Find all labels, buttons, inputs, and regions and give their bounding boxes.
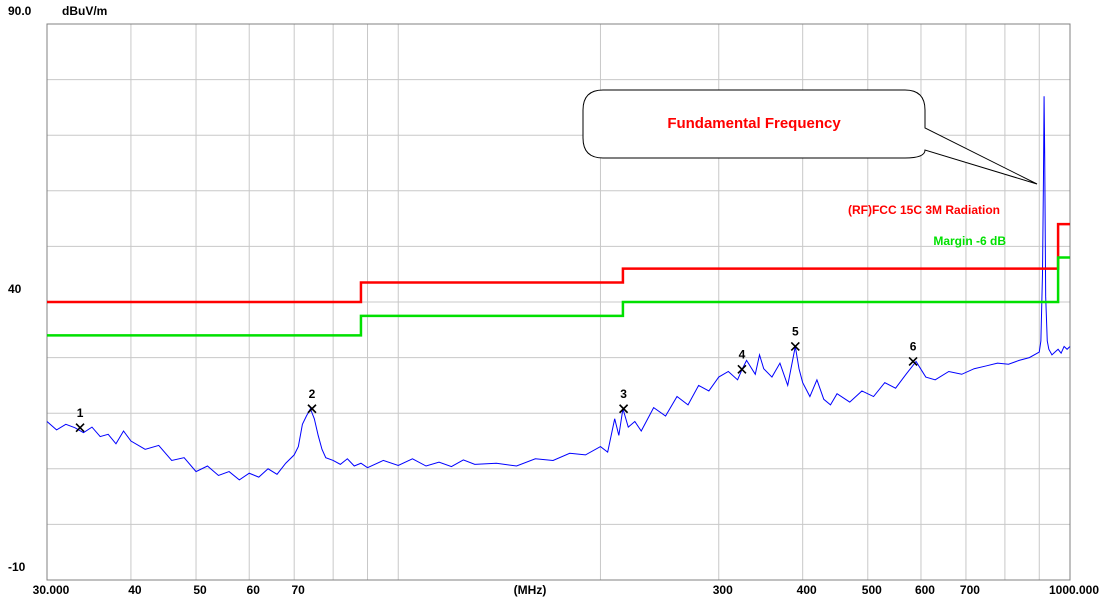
x-tick-label: 60	[247, 583, 261, 597]
x-tick-label: 400	[797, 583, 817, 597]
legend-label: (RF)FCC 15C 3M Radiation	[848, 203, 1000, 217]
peak-marker	[790, 341, 800, 352]
marker-label: 1	[77, 406, 84, 420]
marker-cross	[75, 423, 85, 433]
marker-label: 3	[620, 387, 627, 401]
y-tick-label: 40	[8, 282, 22, 296]
x-tick-label: 30.000	[33, 583, 70, 597]
x-tick-label: 1000.000	[1049, 583, 1099, 597]
marker-cross	[908, 356, 918, 367]
callout: Fundamental Frequency	[582, 89, 1038, 185]
marker-cross	[790, 341, 800, 352]
y-tick-label: -10	[8, 560, 26, 574]
peak-marker	[307, 404, 317, 414]
peak-marker	[737, 364, 747, 374]
legend-label: Margin -6 dB	[933, 234, 1006, 248]
marker-label: 2	[309, 387, 316, 401]
trace-line	[46, 96, 1071, 481]
x-tick-label: 700	[960, 583, 980, 597]
y-tick-label: 90.0	[8, 4, 32, 18]
x-tick-label: 70	[292, 583, 306, 597]
callout-bubble	[582, 89, 1038, 185]
limit-line	[47, 222, 1070, 304]
y-unit: dBuV/m	[62, 4, 107, 18]
marker-label: 6	[910, 340, 917, 354]
x-tick-label: 300	[713, 583, 733, 597]
marker-label: 4	[739, 347, 746, 361]
x-tick-label: 500	[862, 583, 882, 597]
peak-marker	[619, 404, 629, 414]
x-tick-label: 40	[128, 583, 142, 597]
peak-marker	[75, 423, 85, 433]
marker-cross	[619, 404, 629, 414]
marker-label: 5	[792, 325, 799, 339]
annotation: Fundamental Frequency	[667, 115, 841, 132]
x-axis-label: (MHz)	[514, 583, 547, 597]
marker-cross	[307, 404, 317, 414]
x-tick-label: 600	[915, 583, 935, 597]
x-tick-label: 50	[193, 583, 207, 597]
peak-marker	[908, 356, 918, 367]
marker-cross	[737, 364, 747, 374]
limit-line	[47, 256, 1070, 337]
